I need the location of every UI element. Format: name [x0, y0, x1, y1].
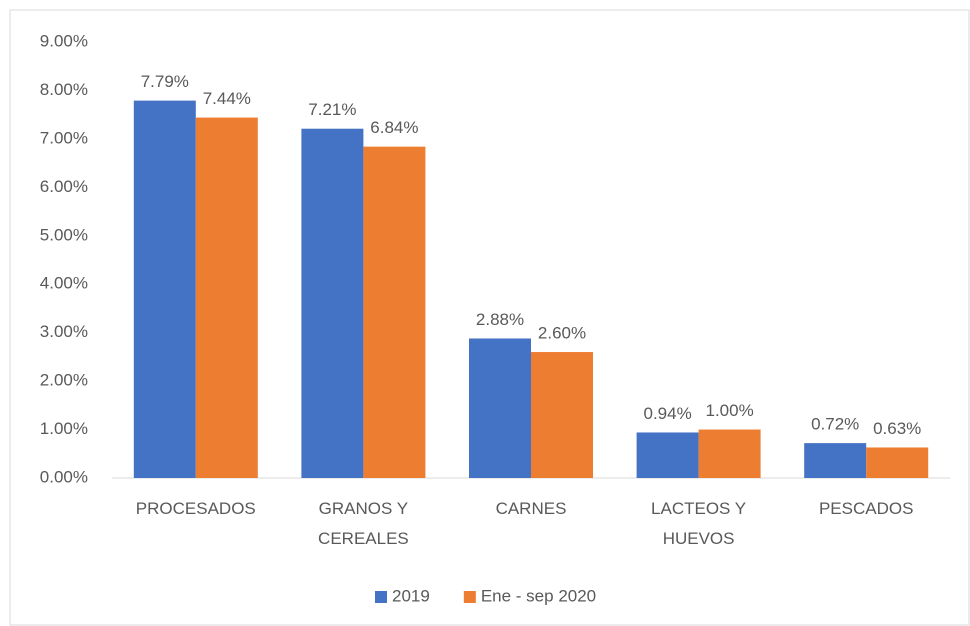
data-label: 2.88%: [476, 310, 524, 329]
y-tick-label: 0.00%: [40, 467, 88, 486]
bar: [301, 128, 364, 478]
bar: [804, 443, 867, 478]
data-label: 0.63%: [873, 419, 921, 438]
bar: [698, 429, 761, 478]
x-tick-label: PROCESADOS: [136, 499, 256, 518]
bar: [469, 338, 531, 478]
y-tick-label: 1.00%: [40, 419, 88, 438]
x-tick-label: CARNES: [496, 499, 567, 518]
y-tick-label: 7.00%: [40, 128, 88, 147]
x-tick-label: LACTEOS Y HUEVOS: [651, 499, 746, 548]
y-tick-label: 4.00%: [40, 274, 88, 293]
data-label: 7.44%: [203, 89, 251, 108]
data-label: 7.21%: [308, 100, 356, 119]
x-tick-label: GRANOS Y CEREALES: [318, 499, 409, 548]
data-label: 1.00%: [705, 401, 753, 420]
bar: [363, 146, 426, 478]
y-tick-label: 9.00%: [40, 31, 88, 50]
y-tick-label: 8.00%: [40, 80, 88, 99]
x-tick-label: PESCADOS: [819, 499, 913, 518]
legend-swatch: [375, 591, 387, 603]
data-label: 2.60%: [538, 324, 586, 343]
bar: [531, 352, 593, 478]
y-tick-label: 2.00%: [40, 371, 88, 390]
data-label: 0.72%: [811, 415, 859, 434]
bar: [636, 432, 699, 478]
legend-swatch: [463, 591, 476, 603]
data-label: 7.79%: [141, 72, 189, 91]
legend-label: Ene - sep 2020: [481, 586, 596, 605]
y-tick-label: 5.00%: [40, 225, 88, 244]
data-label: 6.84%: [370, 118, 418, 137]
legend-label: 2019: [392, 586, 430, 605]
data-label: 0.94%: [643, 404, 691, 423]
y-tick-label: 6.00%: [40, 177, 88, 196]
bar: [133, 100, 196, 479]
bar: [866, 447, 929, 478]
bar: [195, 117, 258, 478]
y-tick-label: 3.00%: [40, 322, 88, 341]
